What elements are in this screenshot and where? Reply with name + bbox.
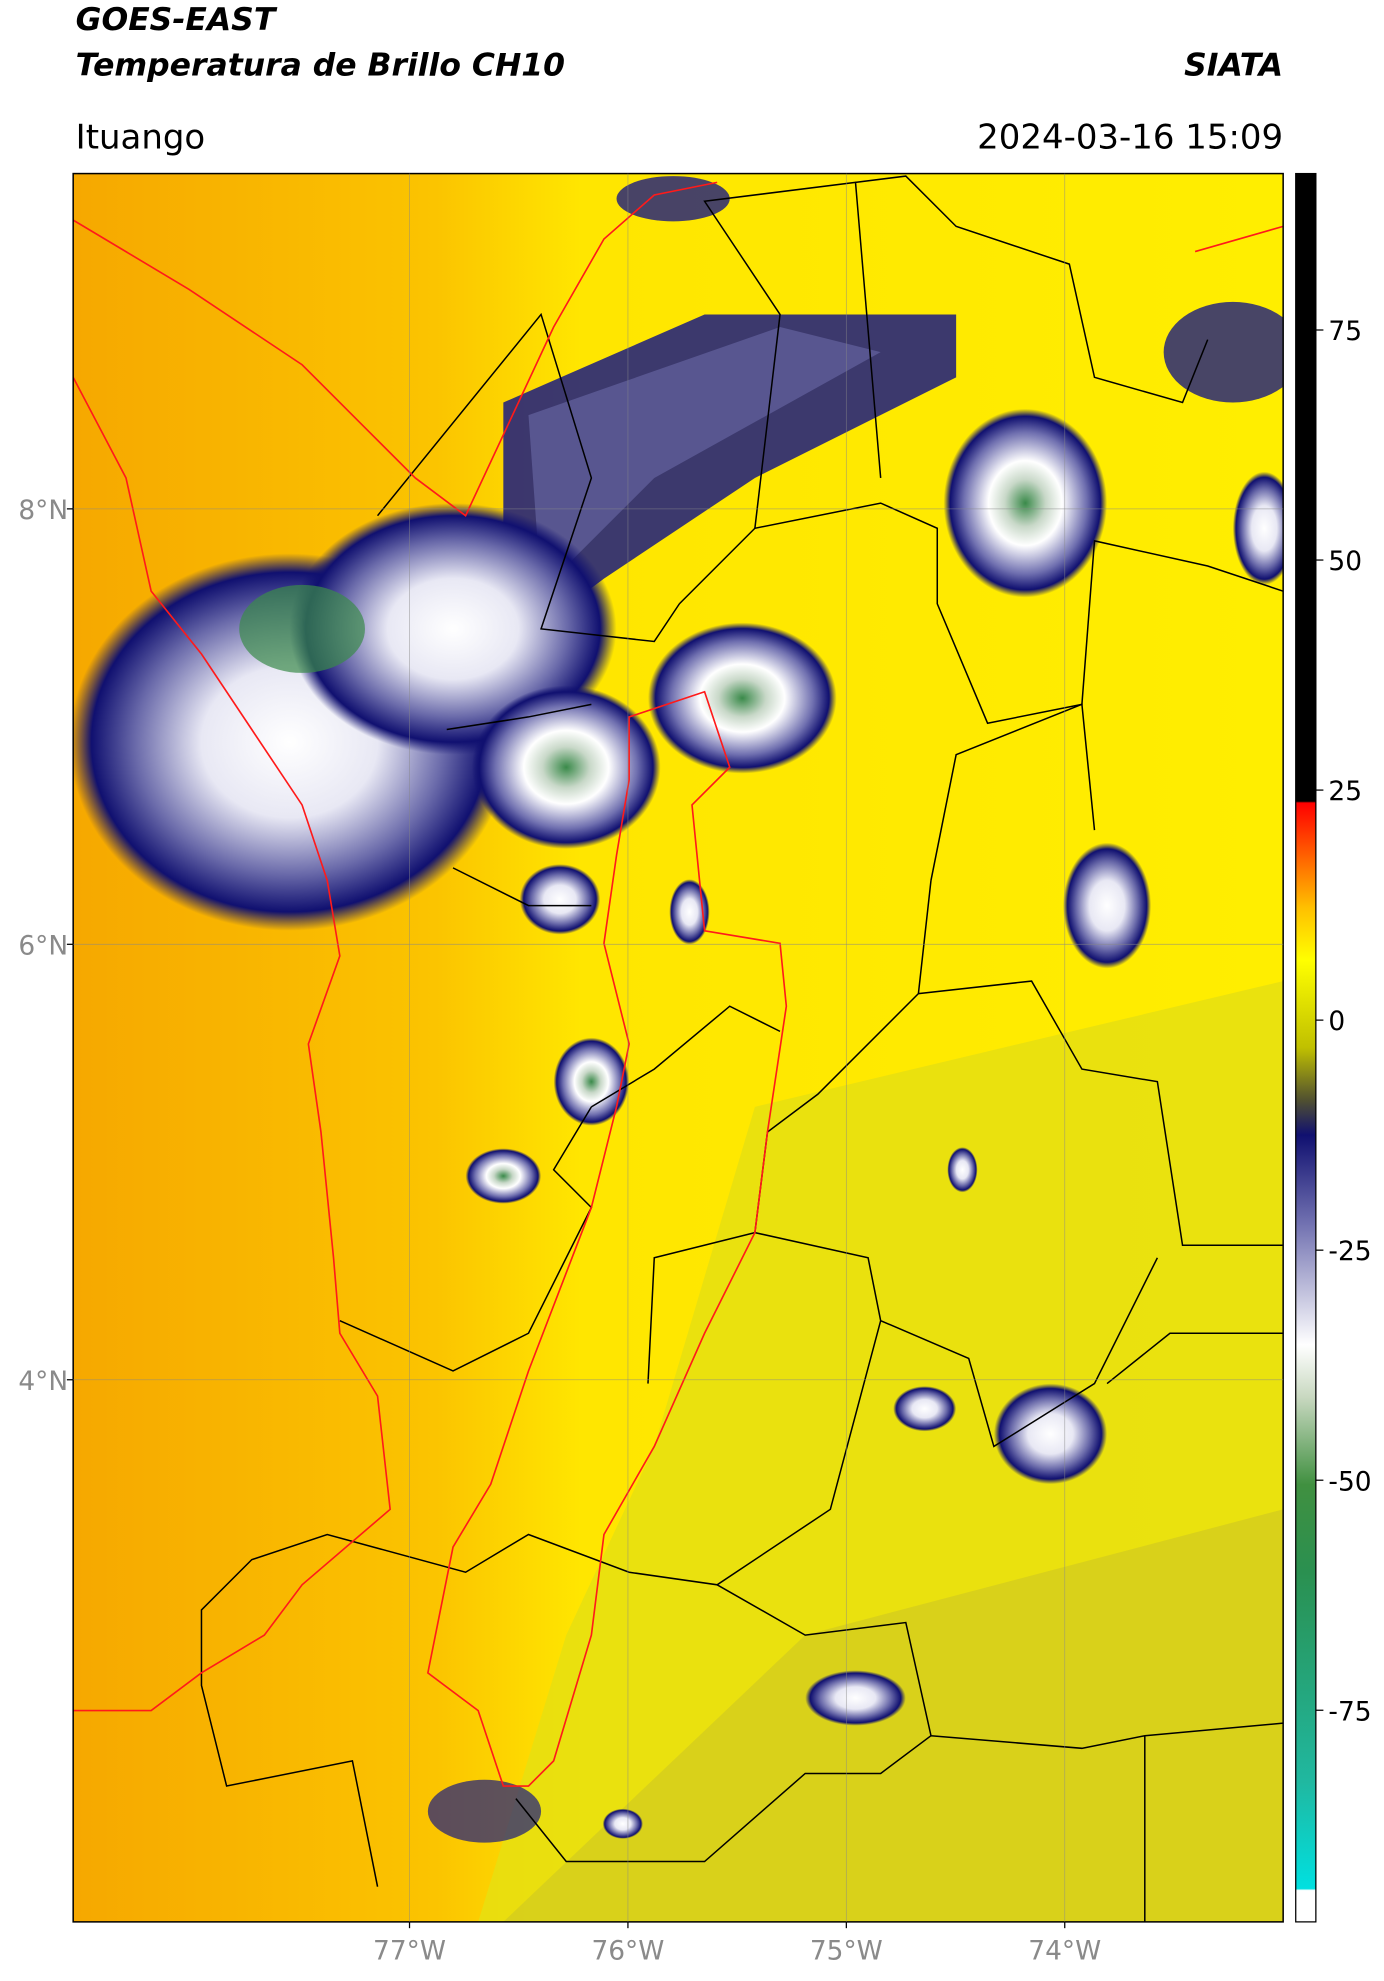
y-tick-label: 6°N xyxy=(18,930,68,961)
colorbar-tick-label: 75 xyxy=(1328,316,1362,347)
colorbar-tick-label: -25 xyxy=(1328,1236,1371,1267)
y-tick-label: 4°N xyxy=(18,1366,68,1397)
colorbar-tick-label: 25 xyxy=(1328,776,1362,807)
colorbar-tick-label: -50 xyxy=(1328,1466,1371,1497)
colorbar-tick-label: -75 xyxy=(1328,1696,1371,1727)
x-tick-label: 75°W xyxy=(810,1936,883,1967)
map-frame xyxy=(72,172,1284,1923)
colorbar xyxy=(1295,172,1317,1923)
y-tick-label: 8°N xyxy=(18,495,68,526)
x-tick-label: 74°W xyxy=(1028,1936,1101,1967)
colorbar-tick-label: 0 xyxy=(1328,1006,1345,1037)
x-tick-label: 76°W xyxy=(591,1936,664,1967)
colorbar-tick-label: 50 xyxy=(1328,546,1362,577)
x-tick-label: 77°W xyxy=(373,1936,446,1967)
map-image xyxy=(73,173,1284,1922)
source: SIATA xyxy=(1184,47,1283,83)
location: Ituango xyxy=(76,117,206,157)
datetime: 2024-03-16 15:09 xyxy=(977,117,1283,157)
subtitle: Temperatura de Brillo CH10 xyxy=(76,47,565,83)
title: GOES-EAST xyxy=(76,2,278,38)
